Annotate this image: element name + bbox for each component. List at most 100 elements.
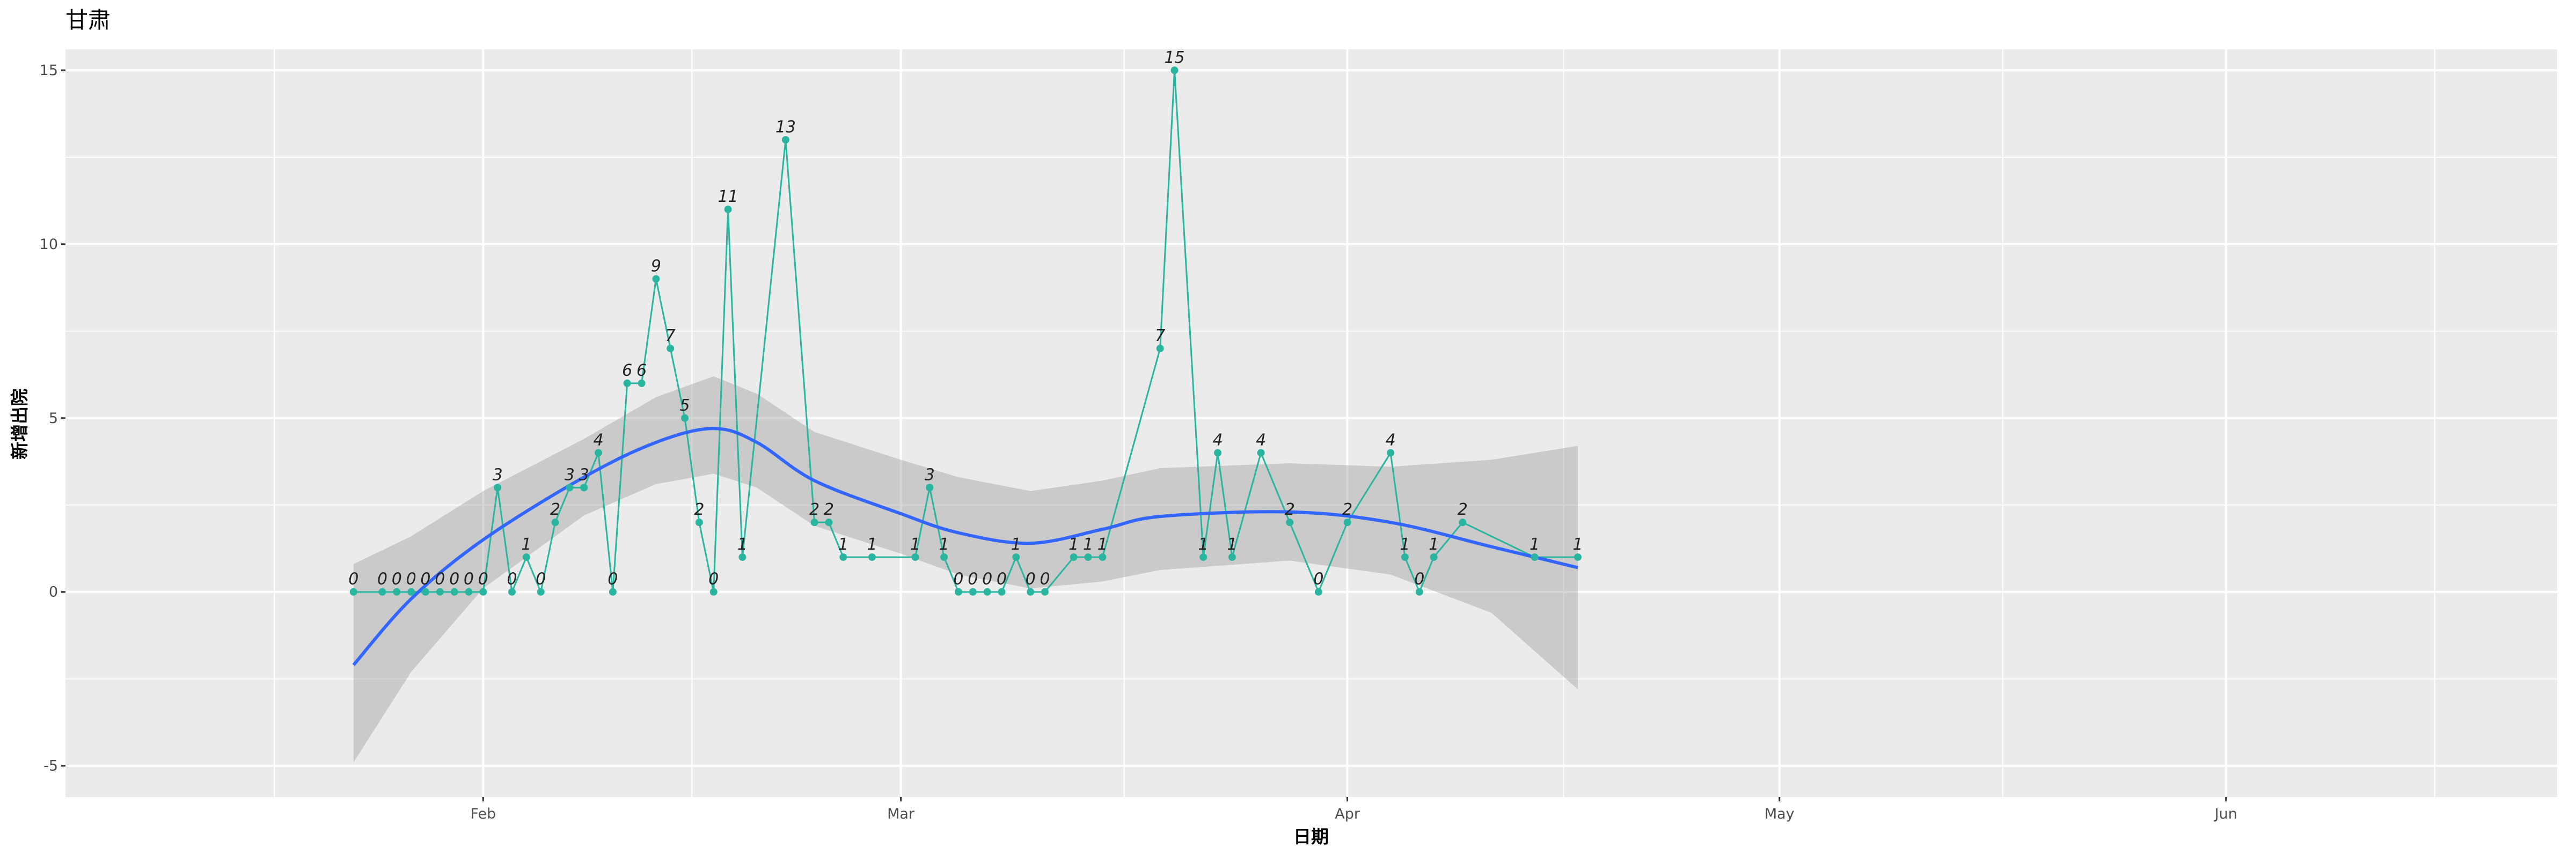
data-point bbox=[378, 588, 386, 596]
data-label: 5 bbox=[679, 396, 690, 415]
data-label: 0 bbox=[536, 570, 546, 589]
data-point bbox=[436, 588, 444, 596]
x-tick-label: Apr bbox=[1335, 806, 1360, 822]
data-label: 1 bbox=[1198, 535, 1209, 554]
data-label: 0 bbox=[392, 570, 402, 589]
y-tick-label: 0 bbox=[49, 584, 58, 601]
data-point bbox=[580, 484, 588, 492]
data-label: 0 bbox=[1313, 570, 1323, 589]
data-label: 13 bbox=[775, 118, 796, 136]
data-label: 7 bbox=[1155, 326, 1165, 345]
data-point bbox=[537, 588, 545, 596]
data-label: 11 bbox=[718, 187, 738, 206]
data-label: 1 bbox=[1529, 535, 1540, 554]
chart-title: 甘肃 bbox=[65, 7, 111, 33]
data-point bbox=[954, 588, 962, 596]
data-label: 4 bbox=[1386, 431, 1396, 450]
data-label: 1 bbox=[939, 535, 949, 554]
data-point bbox=[1156, 345, 1164, 353]
y-axis-title: 新增出院 bbox=[9, 389, 30, 459]
data-point bbox=[652, 275, 660, 283]
data-point bbox=[1401, 553, 1409, 561]
data-point bbox=[810, 519, 818, 527]
y-tick-label: -5 bbox=[43, 758, 58, 775]
data-point bbox=[681, 414, 689, 422]
data-label: 1 bbox=[1083, 535, 1093, 554]
data-point bbox=[1199, 553, 1208, 561]
x-tick-label: Mar bbox=[887, 806, 915, 822]
data-label: 15 bbox=[1164, 48, 1184, 67]
data-point bbox=[1257, 449, 1265, 457]
data-point bbox=[1430, 553, 1438, 561]
data-point bbox=[1099, 553, 1107, 561]
data-label: 0 bbox=[1414, 570, 1424, 589]
data-point bbox=[508, 588, 516, 596]
data-label: 2 bbox=[1458, 500, 1468, 519]
data-label: 3 bbox=[565, 465, 575, 484]
data-point bbox=[1012, 553, 1020, 561]
data-point bbox=[781, 136, 789, 144]
data-point bbox=[709, 588, 718, 596]
data-point bbox=[465, 588, 473, 596]
data-label: 1 bbox=[910, 535, 920, 554]
data-point bbox=[1314, 588, 1322, 596]
data-point bbox=[551, 519, 559, 527]
data-label: 4 bbox=[593, 431, 603, 450]
data-label: 2 bbox=[694, 500, 704, 519]
confidence-band bbox=[353, 376, 1578, 763]
data-point bbox=[1574, 553, 1582, 561]
data-point bbox=[1387, 449, 1395, 457]
data-label: 1 bbox=[1227, 535, 1237, 554]
data-point bbox=[1415, 588, 1423, 596]
y-tick-label: 15 bbox=[40, 62, 58, 79]
data-label: 0 bbox=[348, 570, 358, 589]
data-point bbox=[969, 588, 977, 596]
data-label: 2 bbox=[824, 500, 834, 519]
data-label: 2 bbox=[1342, 500, 1352, 519]
data-label: 6 bbox=[636, 361, 647, 380]
data-point bbox=[1531, 553, 1539, 561]
data-label: 2 bbox=[550, 500, 560, 519]
data-point bbox=[407, 588, 415, 596]
data-point bbox=[349, 588, 357, 596]
data-label: 1 bbox=[838, 535, 848, 554]
data-point bbox=[983, 588, 991, 596]
data-label: 0 bbox=[507, 570, 517, 589]
y-tick-label: 10 bbox=[40, 236, 58, 253]
data-point bbox=[595, 449, 603, 457]
data-point bbox=[1070, 553, 1078, 561]
data-label: 0 bbox=[406, 570, 416, 589]
data-label: 3 bbox=[579, 465, 589, 484]
data-label: 0 bbox=[1040, 570, 1050, 589]
data-point bbox=[738, 553, 747, 561]
x-tick-label: Feb bbox=[470, 806, 496, 822]
data-label: 1 bbox=[1097, 535, 1108, 554]
data-point bbox=[724, 206, 732, 214]
data-label: 4 bbox=[1256, 431, 1266, 450]
data-label: 0 bbox=[464, 570, 474, 589]
smooth-trend-line bbox=[352, 427, 1578, 666]
data-point bbox=[868, 553, 876, 561]
data-label: 7 bbox=[665, 326, 676, 345]
data-label: 1 bbox=[1429, 535, 1439, 554]
data-point bbox=[1228, 553, 1236, 561]
data-label: 3 bbox=[493, 465, 503, 484]
data-label: 0 bbox=[997, 570, 1007, 589]
data-point bbox=[1170, 66, 1179, 74]
data-label: 1 bbox=[1011, 535, 1021, 554]
data-point bbox=[695, 519, 703, 527]
data-label: 1 bbox=[867, 535, 877, 554]
data-point bbox=[825, 519, 833, 527]
data-label: 0 bbox=[982, 570, 992, 589]
data-label: 2 bbox=[1285, 500, 1295, 519]
data-label: 6 bbox=[622, 361, 632, 380]
data-label: 0 bbox=[1026, 570, 1036, 589]
y-tick-label: 5 bbox=[49, 410, 58, 427]
data-point bbox=[1214, 449, 1222, 457]
data-series bbox=[349, 66, 1582, 666]
data-label: 1 bbox=[1572, 535, 1583, 554]
data-point bbox=[609, 588, 617, 596]
data-point bbox=[1041, 588, 1049, 596]
data-point bbox=[998, 588, 1006, 596]
